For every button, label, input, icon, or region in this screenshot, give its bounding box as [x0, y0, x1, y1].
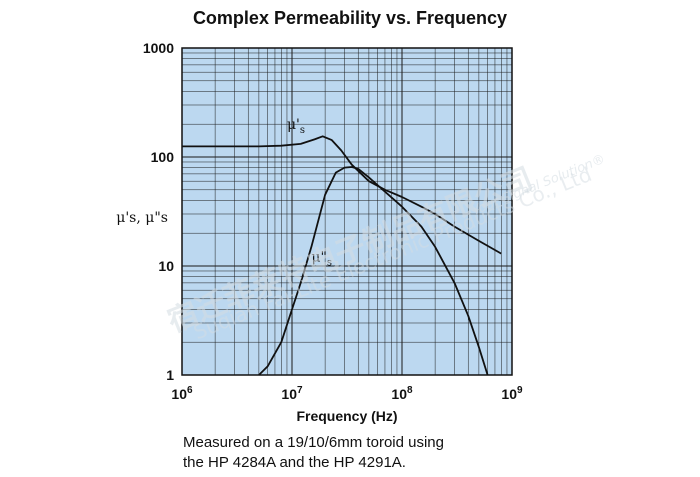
y-tick-label: 1	[166, 367, 174, 383]
grid-minor	[182, 48, 512, 375]
caption-line-1: Measured on a 19/10/6mm toroid using	[183, 434, 444, 451]
x-tick-label: 106	[171, 385, 193, 402]
series-layer	[182, 135, 502, 376]
y-tick-label: 1000	[143, 40, 174, 56]
x-axis-label: Frequency (Hz)	[296, 408, 397, 424]
series-line-mu-prime	[182, 135, 502, 255]
series-annotations: μ's μ"s	[287, 117, 332, 268]
y-tick-label: 10	[158, 258, 174, 274]
chart-title: Complex Permeability vs. Frequency	[192, 8, 508, 28]
y-axis-label: μ's, μ"s	[116, 210, 168, 226]
x-tick-label: 107	[281, 385, 303, 402]
series-line-mu-double-prime	[258, 166, 489, 376]
x-tick-label: 109	[501, 385, 523, 402]
plot-frame	[181, 47, 513, 376]
series-annotation-label: μ"s	[311, 249, 332, 268]
y-tick-labels: 1 10 100 1000	[143, 40, 174, 383]
caption-line-2: the HP 4284A and the HP 4291A.	[183, 454, 406, 471]
chart-caption: Measured on a 19/10/6mm toroid using the…	[183, 433, 444, 473]
x-tick-labels: 106 107 108 109	[171, 385, 523, 402]
plot-area	[182, 48, 512, 375]
y-tick-label: 100	[151, 149, 175, 165]
series-annotation-label: μ's	[287, 117, 305, 136]
x-tick-label: 108	[391, 385, 413, 402]
